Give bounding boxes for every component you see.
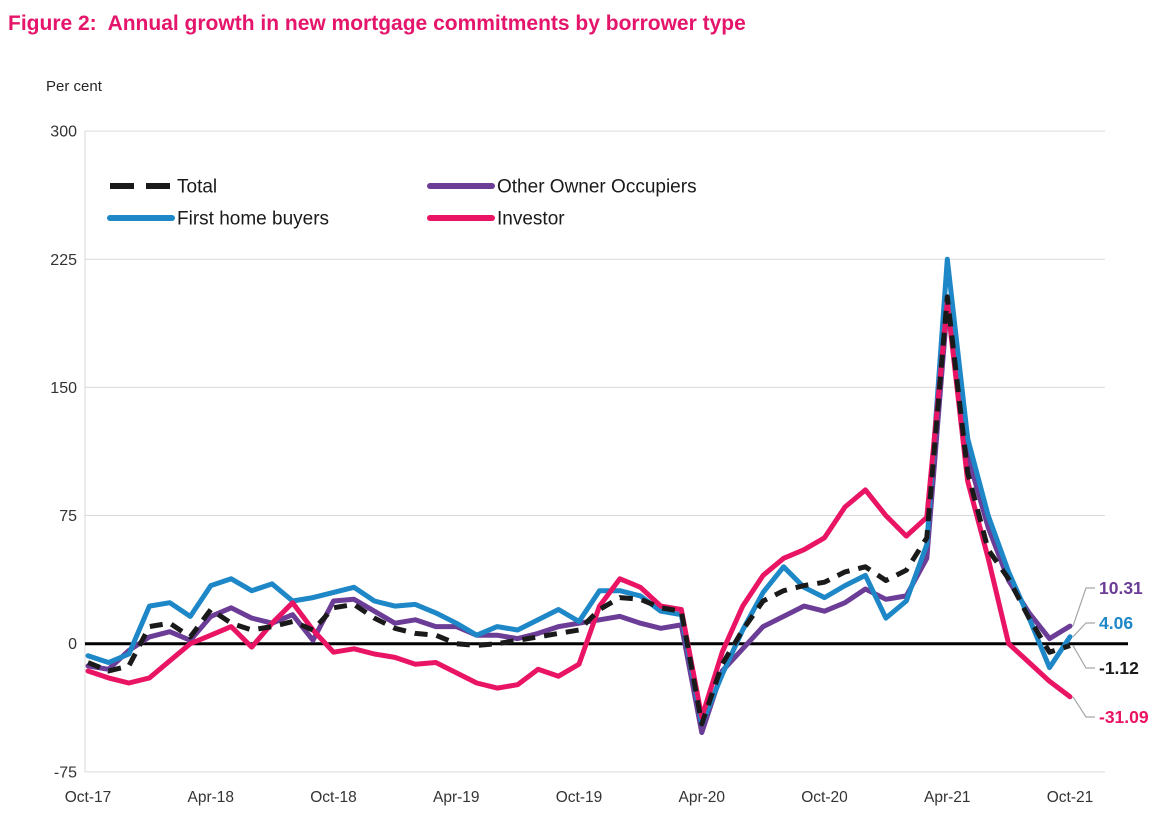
y-tick-label: 75 — [59, 508, 77, 525]
x-tick-label: Oct-20 — [801, 789, 848, 806]
y-tick-label: 150 — [50, 380, 77, 397]
y-tick-label: -75 — [54, 764, 77, 781]
leader-line-other-owner-occupiers — [1072, 587, 1095, 627]
x-tick-label: Oct-21 — [1047, 789, 1094, 806]
y-tick-label: 0 — [68, 636, 77, 653]
y-axis-caption: Per cent — [46, 78, 102, 95]
x-tick-label: Apr-19 — [433, 789, 480, 806]
x-tick-label: Oct-19 — [556, 789, 603, 806]
end-value-label-first-home-buyers: 4.06 — [1099, 613, 1133, 633]
x-tick-label: Apr-18 — [187, 789, 234, 806]
end-value-label-other-owner-occupiers: 10.31 — [1099, 578, 1143, 598]
legend-label-other-owner-occupiers: Other Owner Occupiers — [497, 177, 697, 198]
series-line-first-home-buyers — [85, 256, 1073, 727]
end-value-label-total: -1.12 — [1099, 658, 1139, 678]
end-value-label-investor: -31.09 — [1099, 707, 1149, 727]
leader-line-investor — [1072, 696, 1095, 718]
legend-label-investor: Investor — [497, 209, 565, 230]
legend-label-first-home-buyers: First home buyers — [177, 209, 329, 230]
leader-line-first-home-buyers — [1072, 622, 1095, 638]
leader-line-total — [1072, 645, 1095, 669]
x-tick-label: Apr-21 — [924, 789, 971, 806]
figure-title: Figure 2: Annual growth in new mortgage … — [8, 12, 746, 35]
y-tick-label: 225 — [50, 252, 77, 269]
y-tick-label: 300 — [50, 124, 77, 141]
series-line-total — [87, 294, 1071, 727]
x-tick-label: Oct-17 — [65, 789, 112, 806]
x-tick-label: Oct-18 — [310, 789, 357, 806]
series-line-investor — [85, 299, 1073, 720]
legend-label-total: Total — [177, 177, 217, 198]
x-tick-label: Apr-20 — [678, 789, 725, 806]
